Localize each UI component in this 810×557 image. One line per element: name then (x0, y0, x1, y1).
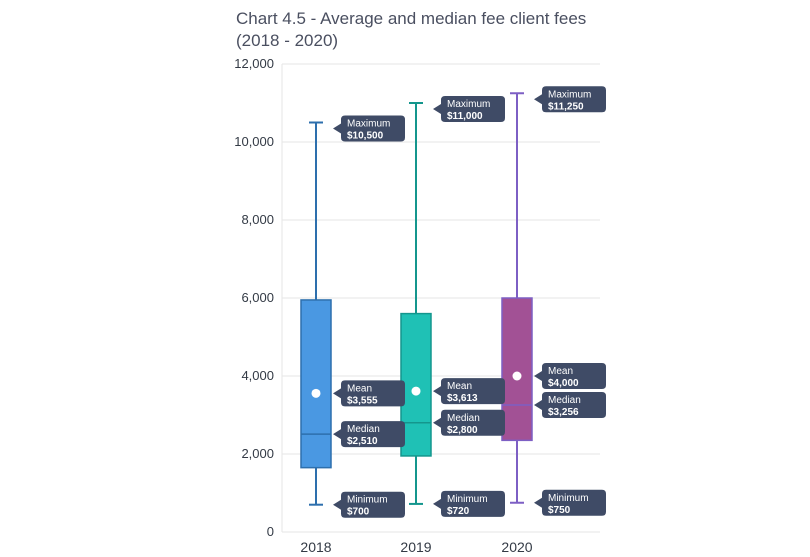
callout-median-2019-title: Median (447, 413, 480, 424)
axis-layer: 0 2,000 4,000 6,000 8,000 10,000 12,000 2018 201… (234, 56, 533, 555)
callout-mean-2020: Mean$4,000 (534, 363, 606, 389)
iqr-box (300, 299, 332, 469)
callout-median-2018: Median$2,510 (333, 421, 405, 448)
y-tick-label: 6,000 (241, 290, 274, 305)
callout-minimum-2019-value: $720 (447, 506, 470, 517)
callout-minimum-2020-bubble (534, 489, 606, 516)
callout-mean-2019-bubble (433, 378, 505, 405)
callout-minimum-2018-title: Minimum (347, 495, 388, 506)
chart-title-line-1: Chart 4.5 - Average and median fee clien… (236, 9, 587, 28)
y-tick-label: 8,000 (241, 212, 274, 227)
x-category-label: 2019 (400, 539, 431, 555)
callout-maximum-2020-value: $11,250 (548, 101, 584, 112)
callout-maximum-2020: Maximum$11,250 (534, 86, 606, 113)
callout-maximum-2018-title: Maximum (347, 119, 390, 130)
callout-maximum-2020-title: Maximum (548, 89, 591, 100)
y-tick-label: 2,000 (241, 446, 274, 461)
x-category-label: 2020 (501, 539, 532, 555)
callout-mean-2019-value: $3,613 (447, 393, 478, 404)
y-tick-label: 10,000 (234, 134, 274, 149)
callout-median-2020-title: Median (548, 395, 581, 406)
callout-minimum-2019: Minimum$720 (433, 490, 505, 517)
chart-title-line-2: (2018 - 2020) (236, 31, 339, 50)
callout-maximum-2018-bubble (333, 115, 405, 142)
callout-maximum-2018: Maximum$10,500 (333, 115, 405, 142)
callout-median-2018-title: Median (347, 424, 380, 435)
callout-median-2020-value: $3,256 (548, 407, 579, 418)
callout-mean-2020-value: $4,000 (548, 378, 579, 389)
callout-median-2018-value: $2,510 (347, 436, 378, 447)
callout-minimum-2020-value: $750 (548, 505, 571, 516)
box-2019 (400, 102, 432, 505)
callout-mean-2018-value: $3,555 (347, 395, 378, 406)
callout-mean-2020-title: Mean (548, 366, 573, 377)
mean-marker (411, 386, 421, 396)
callout-maximum-2019-value: $11,000 (447, 111, 483, 122)
callout-minimum-2018-bubble (333, 491, 405, 518)
callout-mean-2018: Mean$3,555 (333, 380, 405, 407)
box-2018 (300, 121, 332, 506)
callout-median-2018-bubble (333, 421, 405, 448)
y-tick-label: 4,000 (241, 368, 274, 383)
chart-title: Chart 4.5 - Average and median fee clien… (236, 8, 616, 52)
callout-minimum-2018-value: $700 (347, 507, 370, 518)
callout-mean-2019-title: Mean (447, 381, 472, 392)
x-category-label: 2018 (300, 539, 331, 555)
y-tick-label: 0 (267, 524, 274, 539)
box-2020 (501, 92, 533, 504)
callout-maximum-2019: Maximum$11,000 (433, 96, 505, 122)
y-tick-label: 12,000 (234, 56, 274, 71)
callout-minimum-2018: Minimum$700 (333, 491, 405, 518)
callout-minimum-2020-title: Minimum (548, 493, 589, 504)
box-layer (300, 92, 533, 506)
callout-maximum-2019-title: Maximum (447, 99, 490, 110)
callout-median-2020-bubble (534, 392, 606, 419)
iqr-box (501, 297, 533, 442)
callout-mean-2018-title: Mean (347, 383, 372, 394)
mean-marker (311, 388, 321, 398)
callout-layer: Maximum$10,500Mean$3,555Median$2,510Mini… (333, 86, 606, 518)
callout-median-2020: Median$3,256 (534, 392, 606, 419)
callout-median-2019: Median$2,800 (433, 409, 505, 436)
callout-maximum-2020-bubble (534, 86, 606, 113)
callout-minimum-2019-bubble (433, 490, 505, 517)
callout-median-2019-value: $2,800 (447, 425, 478, 436)
mean-marker (512, 371, 522, 381)
callout-mean-2018-bubble (333, 380, 405, 407)
iqr-box (400, 312, 432, 457)
callout-minimum-2020: Minimum$750 (534, 489, 606, 516)
callout-minimum-2019-title: Minimum (447, 494, 488, 505)
callout-mean-2020-bubble (534, 363, 606, 389)
callout-maximum-2018-value: $10,500 (347, 131, 384, 142)
callout-median-2019-bubble (433, 409, 505, 436)
callout-mean-2019: Mean$3,613 (433, 378, 505, 405)
callout-maximum-2019-bubble (433, 96, 505, 122)
